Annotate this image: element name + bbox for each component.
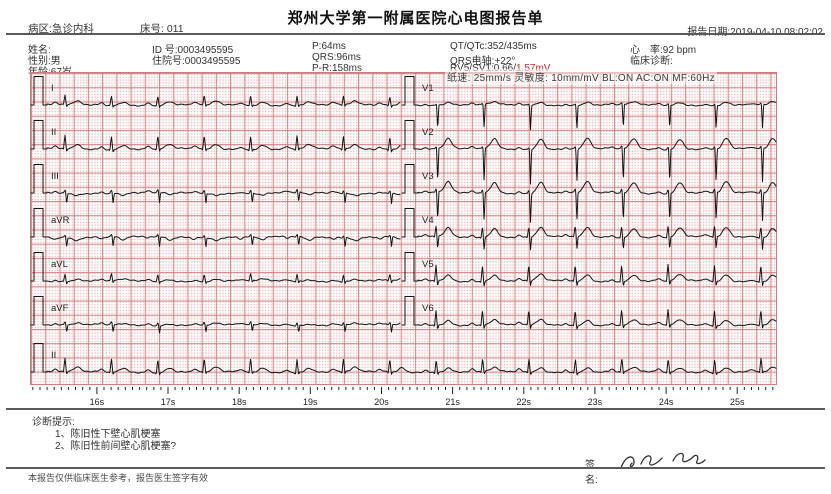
- diagnosis-heading: 诊断提示:: [32, 417, 75, 428]
- lead-label-III-2: III: [51, 171, 59, 182]
- time-label-25s: 25s: [730, 397, 745, 407]
- lead-label-V5-10: V5: [422, 259, 434, 270]
- time-label-21s: 21s: [445, 397, 460, 407]
- bed-number-field: 床号: 011: [140, 23, 184, 35]
- time-label-19s: 19s: [303, 397, 318, 407]
- clinical-diagnosis-field: 临床诊断:: [630, 56, 673, 67]
- ecg-trace-V5-10: [401, 252, 777, 287]
- admission-number-field: 住院号:0003495595: [152, 56, 241, 67]
- rv5-sv1-red-value: 1.57mV: [516, 63, 550, 74]
- lead-label-V1-6: V1: [422, 83, 434, 94]
- signature-label: 签名:: [585, 460, 598, 486]
- time-label-23s: 23s: [588, 397, 603, 407]
- ecg-chart: 纸速: 25mm/s 灵敏度: 10mm/mV BL:ON AC:ON MF:6…: [30, 69, 777, 407]
- time-label-18s: 18s: [232, 397, 247, 407]
- diagnosis-item-1: 1、陈旧性下壁心肌梗塞: [55, 429, 161, 440]
- ward-field: 病区:急诊内科: [28, 23, 94, 35]
- ecg-trace-aVF-5: [30, 296, 401, 334]
- pr-interval-field: P-R:158ms: [312, 63, 363, 74]
- ecg-trace-I-0: [30, 76, 401, 108]
- footer-disclaimer: 本报告仅供临床医生参考，报告医生签字有效: [28, 473, 209, 483]
- qt-qtc-field: QT/QTc:352/435ms: [450, 41, 537, 52]
- patient-id-field: ID 号:0003495595: [152, 45, 234, 56]
- lead-label-V2-7: V2: [422, 127, 434, 138]
- lead-label-aVR-3: aVR: [51, 215, 70, 226]
- ecg-trace-aVR-3: [30, 208, 401, 248]
- ecg-settings-line: 纸速: 25mm/s 灵敏度: 10mm/mV BL:ON AC:ON MF:6…: [445, 69, 717, 84]
- time-label-22s: 22s: [517, 397, 532, 407]
- ecg-trace-aVL-4: [30, 252, 401, 284]
- ecg-trace-III-2: [30, 164, 401, 205]
- patient-gender-field: 性别:男: [28, 56, 61, 67]
- lead-label-V6-11: V6: [422, 303, 434, 314]
- patient-name-field: 姓名:: [28, 45, 51, 56]
- lead-label-V4-9: V4: [422, 215, 434, 226]
- ecg-trace-V4-9: [401, 208, 777, 251]
- lead-label-II-1: II: [51, 127, 56, 138]
- lead-label-aVL-4: aVL: [51, 259, 68, 270]
- lead-label-aVF-5: aVF: [51, 303, 69, 314]
- footer-divider: [6, 467, 825, 469]
- ecg-grid-paper: [30, 72, 777, 385]
- qrs-duration-field: QRS:96ms: [312, 52, 361, 63]
- ecg-trace-II-12: [30, 343, 777, 376]
- ecg-trace-V6-11: [401, 296, 777, 330]
- diagnosis-item-2: 2、陈旧性前间壁心肌梗塞?: [55, 441, 177, 452]
- lead-label-II-12: II: [51, 350, 56, 361]
- ecg-trace-II-1: [30, 120, 401, 153]
- ecg-trace-V3-8: [401, 164, 777, 223]
- lead-label-V3-8: V3: [422, 171, 434, 182]
- ecg-trace-V1-6: [401, 76, 777, 131]
- report-title: 郑州大学第一附属医院心电图报告单: [287, 10, 544, 27]
- signature-scrawl: [620, 452, 706, 469]
- qrs-axis-field: QRS电轴:+22°: [450, 56, 516, 67]
- time-label-24s: 24s: [659, 397, 674, 407]
- time-label-16s: 16s: [90, 397, 105, 407]
- header-divider: [6, 33, 825, 35]
- diagnosis-divider: [6, 408, 825, 410]
- heart-rate-field: 心 率:92 bpm: [630, 45, 697, 56]
- time-label-20s: 20s: [374, 397, 389, 407]
- time-label-17s: 17s: [161, 397, 176, 407]
- p-duration-field: P:64ms: [312, 41, 346, 52]
- lead-label-I-0: I: [51, 83, 54, 94]
- rv5-sv1-field: RV5/SV1:0.66/1.57mV: [450, 63, 550, 74]
- ecg-trace-V2-7: [401, 120, 777, 185]
- report-date-field: 报告日期:2019-04-10 08:02:02: [687, 23, 823, 38]
- rv5-sv1-prefix: RV5/SV1:0.66/: [450, 63, 516, 74]
